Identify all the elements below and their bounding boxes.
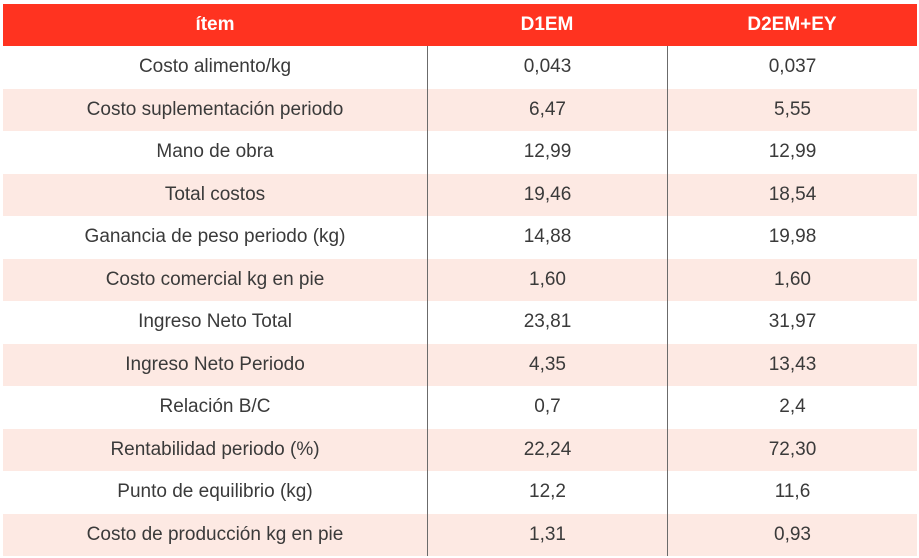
row-d2em-ey: 18,54 bbox=[667, 173, 917, 216]
row-item: Costo alimento/kg bbox=[138, 56, 292, 78]
row-d2em-ey: 12,99 bbox=[667, 131, 917, 174]
row-d1em: 19,46 bbox=[427, 173, 667, 216]
row-item: Total costos bbox=[164, 183, 266, 205]
row-d1em: 4,35 bbox=[427, 343, 667, 386]
table-row: Relación B/C 0,7 2,4 bbox=[3, 386, 917, 429]
row-d2em-ey: 72,30 bbox=[667, 428, 917, 471]
table-header: ítem D1EM D2EM+EY bbox=[3, 4, 917, 46]
row-d1em: 14,88 bbox=[427, 216, 667, 259]
cost-table: ítem D1EM D2EM+EY Costo alimento/kg 0,04… bbox=[3, 4, 917, 556]
row-d1em: 23,81 bbox=[427, 301, 667, 344]
row-d2em-ey: 31,97 bbox=[667, 301, 917, 344]
header-item: ítem bbox=[195, 14, 235, 35]
row-item: Costo comercial kg en pie bbox=[105, 268, 325, 290]
row-d1em: 6,47 bbox=[427, 88, 667, 131]
row-item: Relación B/C bbox=[159, 396, 271, 418]
table-row: Costo de producción kg en pie 1,31 0,93 bbox=[3, 513, 917, 556]
row-item: Punto de equilibrio (kg) bbox=[117, 481, 313, 503]
row-item: Ingreso Neto Total bbox=[138, 311, 292, 333]
table-row: Costo suplementación periodo 6,47 5,55 bbox=[3, 88, 917, 131]
row-d1em: 22,24 bbox=[427, 428, 667, 471]
row-d2em-ey: 0,93 bbox=[667, 513, 917, 556]
row-item: Mano de obra bbox=[156, 141, 274, 163]
table-row: Ingreso Neto Total 23,81 31,97 bbox=[3, 301, 917, 344]
row-item: Ingreso Neto Periodo bbox=[125, 353, 305, 375]
row-d1em: 0,7 bbox=[427, 386, 667, 429]
table-row: Ingreso Neto Periodo 4,35 13,43 bbox=[3, 343, 917, 386]
row-item: Costo de producción kg en pie bbox=[86, 523, 344, 545]
row-d2em-ey: 2,4 bbox=[667, 386, 917, 429]
row-d2em-ey: 13,43 bbox=[667, 343, 917, 386]
table-row: Costo alimento/kg 0,043 0,037 bbox=[3, 46, 917, 89]
row-d1em: 0,043 bbox=[427, 46, 667, 89]
table-row: Costo comercial kg en pie 1,60 1,60 bbox=[3, 258, 917, 301]
table-row: Rentabilidad periodo (%) 22,24 72,30 bbox=[3, 428, 917, 471]
row-d2em-ey: 5,55 bbox=[667, 88, 917, 131]
row-d2em-ey: 19,98 bbox=[667, 216, 917, 259]
table-row: Punto de equilibrio (kg) 12,2 11,6 bbox=[3, 471, 917, 514]
table-row: Ganancia de peso periodo (kg) 14,88 19,9… bbox=[3, 216, 917, 259]
row-item: Ganancia de peso periodo (kg) bbox=[84, 226, 346, 248]
row-d1em: 12,99 bbox=[427, 131, 667, 174]
row-d2em-ey: 0,037 bbox=[667, 46, 917, 89]
row-d2em-ey: 1,60 bbox=[667, 258, 917, 301]
table-row: Mano de obra 12,99 12,99 bbox=[3, 131, 917, 174]
table-row: Total costos 19,46 18,54 bbox=[3, 173, 917, 216]
row-d1em: 1,60 bbox=[427, 258, 667, 301]
row-item: Costo suplementación periodo bbox=[86, 98, 344, 120]
row-item: Rentabilidad periodo (%) bbox=[110, 438, 320, 460]
header-d2em-ey: D2EM+EY bbox=[747, 14, 837, 35]
row-d2em-ey: 11,6 bbox=[667, 471, 917, 514]
header-d1em: D1EM bbox=[520, 14, 574, 35]
row-d1em: 1,31 bbox=[427, 513, 667, 556]
row-d1em: 12,2 bbox=[427, 471, 667, 514]
